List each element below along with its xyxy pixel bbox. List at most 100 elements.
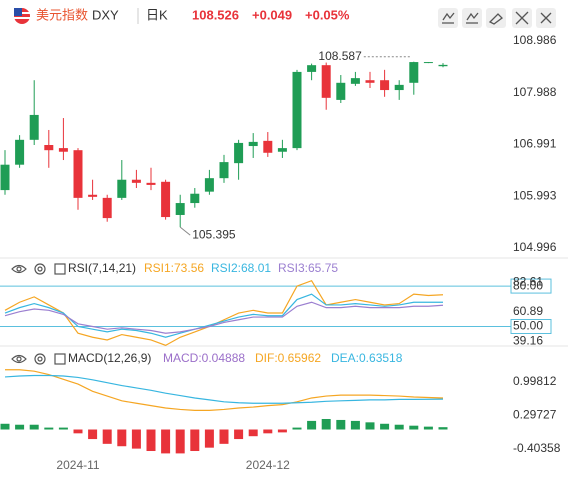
histogram-bar	[423, 426, 433, 430]
y-tick-label: 106.991	[513, 137, 557, 151]
y-tick-label: 107.988	[513, 85, 557, 99]
series-line	[4, 279, 444, 347]
period: 日K	[146, 7, 168, 22]
histogram-bar	[409, 425, 419, 430]
histogram-bar	[292, 427, 302, 430]
draw-button[interactable]	[438, 8, 458, 28]
histogram-bar	[380, 423, 390, 430]
tick-badge	[510, 278, 552, 294]
histogram-bar	[307, 420, 317, 430]
histogram-bar	[234, 429, 244, 440]
panel-icons[interactable]	[11, 263, 66, 365]
histogram-bar	[117, 429, 127, 447]
histogram-bar	[0, 423, 10, 430]
panel-title: MACD(12,26,9)	[68, 351, 151, 365]
draw-button[interactable]	[462, 8, 482, 28]
y-tick-label: -0.40358	[513, 441, 561, 455]
legend-entry: MACD:0.04888	[163, 351, 245, 365]
histogram-bar	[350, 420, 360, 430]
change-pct: +0.05%	[305, 7, 350, 22]
candle-body	[219, 162, 229, 179]
candle-body	[204, 178, 214, 192]
histogram-bar	[248, 429, 258, 437]
histogram-bar	[438, 427, 448, 430]
candle-body	[73, 150, 83, 198]
candle-body	[292, 71, 302, 149]
histogram-bar	[102, 429, 112, 444]
candle-body	[350, 78, 360, 84]
symbol: DXY	[92, 7, 119, 22]
candle-body	[0, 164, 10, 191]
y-tick-label: 50.00	[513, 319, 543, 333]
series-line	[4, 374, 444, 404]
candle-body	[88, 194, 98, 197]
instrument-name: 美元指数	[36, 7, 88, 22]
y-tick-label: 0.29727	[513, 407, 557, 421]
candle-body	[394, 84, 404, 91]
histogram-bar	[394, 424, 404, 430]
legend-entry: RSI3:65.75	[278, 261, 338, 275]
candle-body	[248, 141, 258, 147]
candle-body	[131, 179, 141, 183]
candle-body	[307, 65, 317, 72]
histogram-bar	[219, 429, 229, 444]
legend-entry: DEA:0.63518	[331, 351, 403, 365]
candle-body	[102, 197, 112, 219]
candle-body	[423, 62, 433, 64]
tick-badge	[510, 318, 552, 334]
candle-body	[29, 114, 39, 140]
histogram-bar	[29, 424, 39, 430]
histogram-bar	[73, 429, 83, 434]
histogram-bar	[131, 429, 141, 449]
leader-line	[179, 226, 191, 236]
candle-body	[58, 148, 68, 152]
flag-icon	[14, 8, 30, 24]
candle-body	[438, 64, 448, 67]
candle-body	[365, 80, 375, 83]
y-tick-label: 105.993	[513, 188, 557, 202]
candle-body	[336, 82, 346, 100]
candle-body	[175, 203, 185, 215]
legend-entry: DIF:0.65962	[255, 351, 321, 365]
y-tick-label: 104.996	[513, 240, 557, 254]
histogram-bar	[58, 427, 68, 430]
candle-body	[190, 193, 200, 204]
histogram-bar	[204, 429, 214, 448]
x-tick-label: 2024-12	[246, 458, 290, 472]
panel-title: RSI(7,14,21)	[68, 261, 136, 275]
candle-body	[380, 80, 390, 91]
histogram-bar	[161, 429, 171, 454]
y-tick-label: 0.99812	[513, 374, 557, 388]
candle-body	[44, 145, 54, 151]
histogram-bar	[88, 429, 98, 440]
brush-button[interactable]	[486, 8, 506, 28]
candle-body	[409, 62, 419, 83]
y-tick-label: 80.00	[513, 278, 543, 292]
histogram-bar	[321, 418, 331, 430]
candle-body	[321, 65, 331, 98]
series-line	[4, 293, 444, 338]
y-tick-label: 82.61	[513, 275, 543, 289]
toolbar	[438, 8, 556, 28]
histogram-bar	[365, 422, 375, 430]
change: +0.049	[252, 7, 292, 22]
candle-body	[234, 142, 244, 164]
legend-entry: RSI2:68.01	[211, 261, 271, 275]
candle-body	[117, 179, 127, 198]
histogram-bar	[146, 429, 156, 452]
histogram-bar	[44, 427, 54, 430]
candle-body	[263, 140, 273, 153]
max-label: 108.587	[318, 49, 362, 63]
legend-entry: RSI1:73.56	[144, 261, 204, 275]
x-tick-label: 2024-11	[56, 458, 99, 472]
y-tick-label: 108.986	[513, 33, 557, 47]
histogram-bar	[277, 429, 287, 433]
histogram-bar	[175, 429, 185, 454]
candle-body	[161, 181, 171, 218]
y-tick-label: 60.89	[513, 304, 543, 318]
series-line	[4, 301, 444, 334]
candle-body	[15, 139, 25, 165]
series-line	[5, 369, 444, 411]
